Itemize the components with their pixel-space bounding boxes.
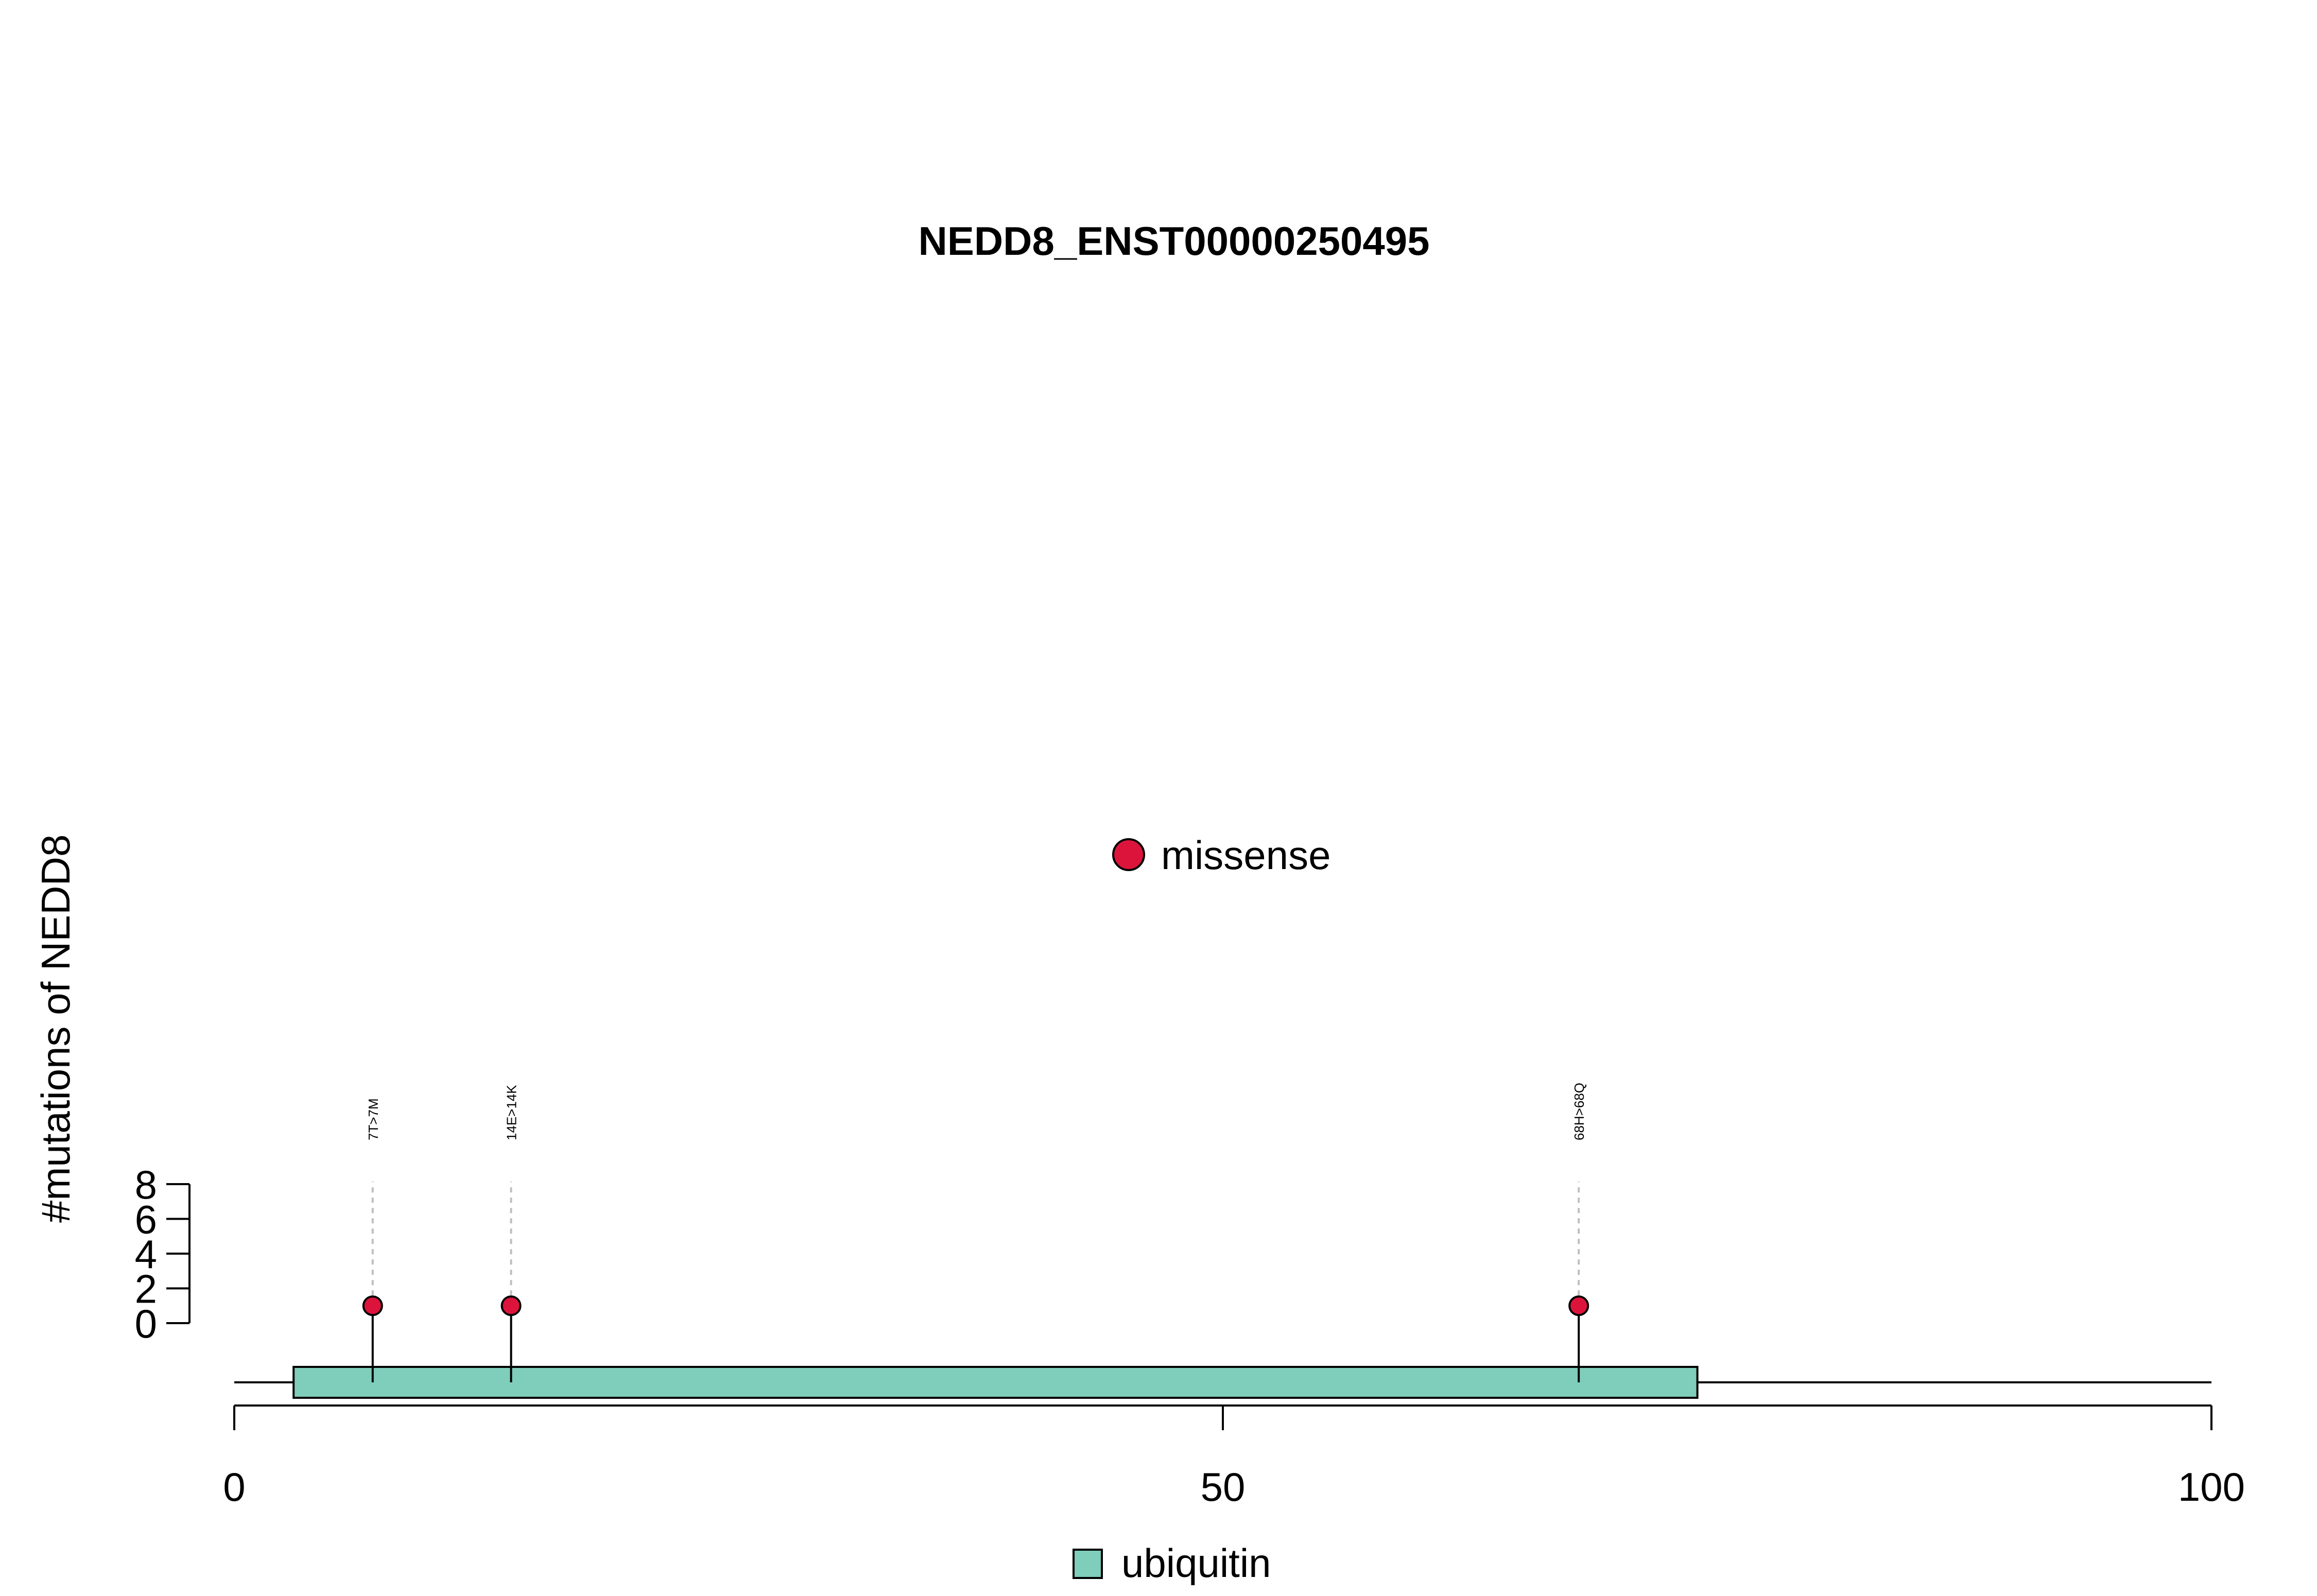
- mutation-legend: missense: [1112, 832, 1330, 878]
- y-tick-label: 8: [135, 1162, 157, 1207]
- mutation-point: [362, 1295, 383, 1316]
- domain-ubiquitin: [292, 1366, 1699, 1399]
- y-tick-label: 4: [135, 1231, 157, 1277]
- domain-track: [292, 1366, 1699, 1399]
- ubiquitin-legend-label: ubiquitin: [1121, 1540, 1271, 1586]
- y-tick-label: 0: [135, 1301, 157, 1346]
- mutation-lollipops: 7T>7M 14E>14K 68H>68Q: [362, 1083, 1589, 1382]
- ubiquitin-legend-swatch: [1073, 1549, 1103, 1579]
- x-tick-label: 50: [1201, 1464, 1246, 1510]
- mutation-label: 68H>68Q: [1571, 1083, 1587, 1140]
- mutation-label: 14E>14K: [504, 1085, 520, 1140]
- mutation-point: [1568, 1295, 1589, 1316]
- domain-legend: ubiquitin: [1073, 1540, 1271, 1586]
- x-axis: 0 50 100: [223, 1404, 2245, 1510]
- mutation-label: 7T>7M: [366, 1098, 381, 1140]
- mutation-point: [500, 1295, 522, 1316]
- y-tick-label: 6: [135, 1197, 157, 1242]
- chart-title: NEDD8_ENST00000250495: [919, 218, 1430, 264]
- y-axis-label: #mutations of NEDD8: [33, 835, 78, 1223]
- x-tick-label: 100: [2178, 1464, 2245, 1510]
- missense-legend-marker: [1112, 838, 1145, 871]
- x-tick-label: 0: [223, 1464, 245, 1510]
- y-tick-label: 2: [135, 1267, 157, 1312]
- missense-legend-label: missense: [1161, 832, 1330, 878]
